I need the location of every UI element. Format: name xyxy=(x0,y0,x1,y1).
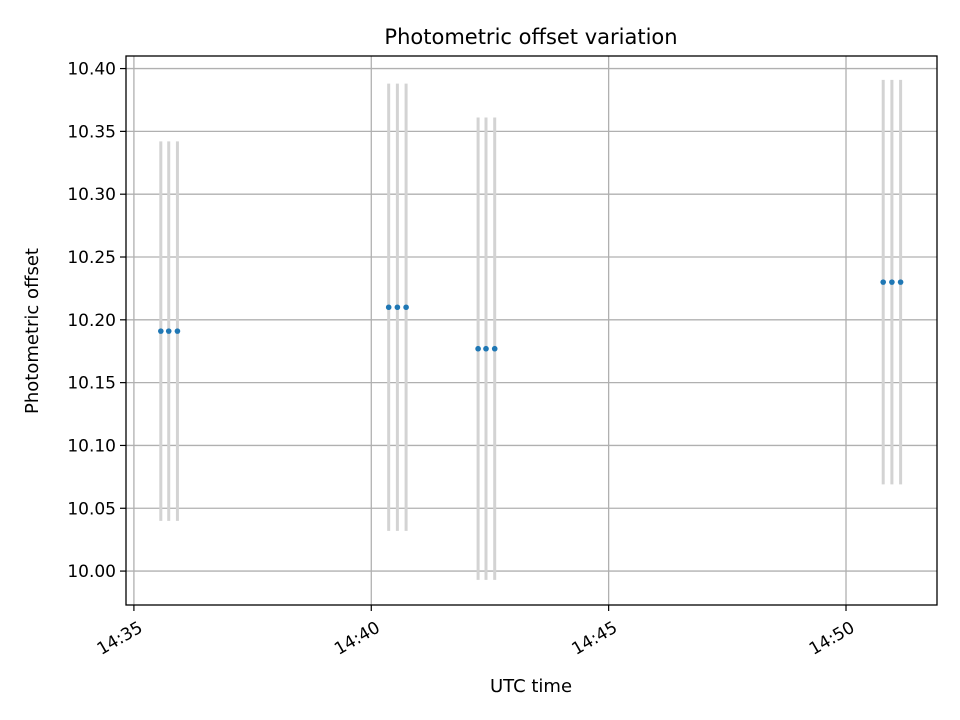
data-point xyxy=(165,328,172,334)
data-point xyxy=(385,304,392,311)
data-point xyxy=(897,279,904,285)
data-point xyxy=(889,279,895,285)
data-point xyxy=(174,328,181,334)
data-point xyxy=(483,345,489,352)
y-axis-title: Photometric offset xyxy=(22,248,43,414)
y-tick-label: 10.20 xyxy=(67,311,116,331)
data-point xyxy=(394,304,401,311)
data-points xyxy=(158,279,904,352)
y-tick-label: 10.05 xyxy=(67,499,116,519)
y-tick-label: 10.25 xyxy=(67,248,116,268)
data-point xyxy=(475,345,481,352)
x-axis-title: UTC time xyxy=(490,676,572,697)
data-point xyxy=(491,345,498,352)
y-tick-label: 10.40 xyxy=(67,60,116,80)
y-tick-label: 10.30 xyxy=(67,185,116,205)
data-point xyxy=(403,304,409,311)
data-point xyxy=(158,328,164,334)
y-tick-label: 10.35 xyxy=(67,122,116,142)
plot-frame xyxy=(125,55,938,606)
y-tick-label: 10.15 xyxy=(67,374,116,394)
y-tick-label: 10.00 xyxy=(67,562,116,582)
grid xyxy=(126,56,937,605)
data-point xyxy=(880,279,886,285)
y-tick-label: 10.10 xyxy=(67,436,116,456)
chart-title: Photometric offset variation xyxy=(384,25,677,49)
